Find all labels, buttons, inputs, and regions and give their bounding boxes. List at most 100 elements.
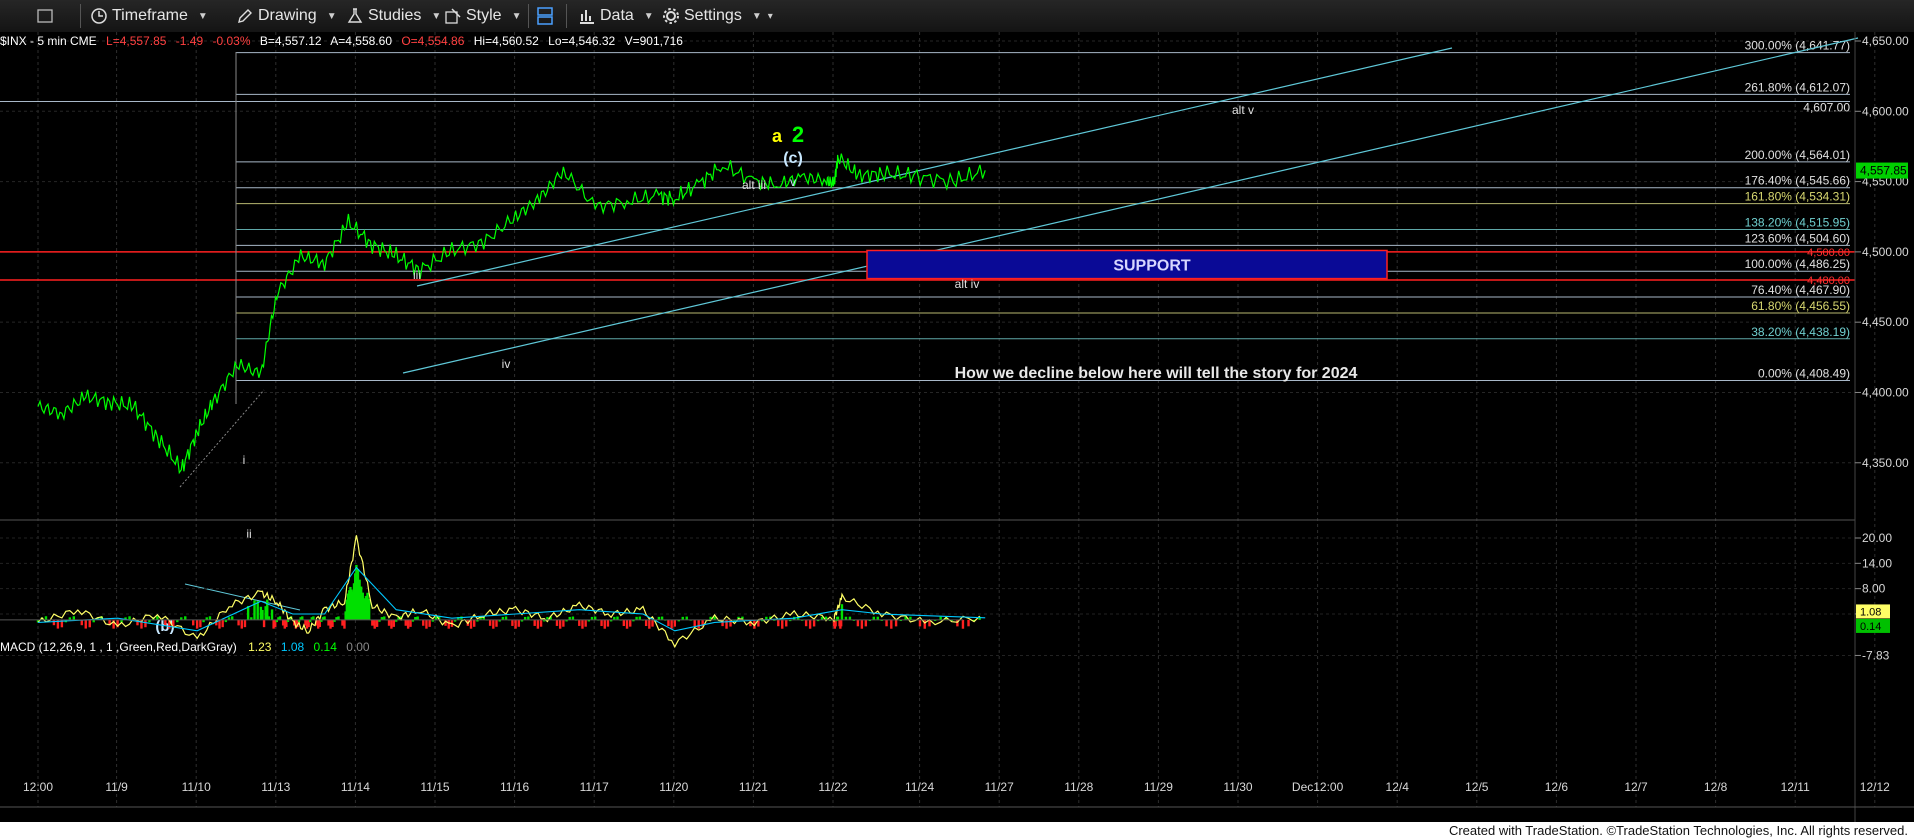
time-axis[interactable]: 12:00 11/9 11/10 11/13 11/14 11/15 11/16 11/17 1… bbox=[23, 780, 1890, 794]
channel-lower-line bbox=[402, 37, 1859, 374]
fib-level-label: 200.00% (4,564.01) bbox=[1745, 148, 1850, 162]
volume-label: V=901,716 bbox=[625, 34, 684, 48]
bid-label: B=4,557.12 bbox=[260, 34, 322, 48]
wave-label: a bbox=[772, 126, 783, 146]
style-label: Style bbox=[466, 7, 502, 24]
macd-pane bbox=[0, 535, 1855, 656]
hist-last-marker-label: 0.14 bbox=[1860, 621, 1881, 633]
x-tick-label: 12/12 bbox=[1860, 780, 1890, 794]
support-label: SUPPORT bbox=[1113, 258, 1191, 275]
y-tick-label: 4,350.00 bbox=[1862, 456, 1909, 470]
red-level-label: 4,480.00 bbox=[1807, 275, 1850, 287]
x-tick-label: 12/6 bbox=[1545, 780, 1569, 794]
y-tick-label: 4,600.00 bbox=[1862, 104, 1909, 118]
toolbar: Timeframe ▼ Drawing ▼ Studies ▼ Style ▼ Data… bbox=[0, 0, 1914, 33]
wave-dotted-line bbox=[179, 389, 265, 488]
y-tick-label: 4,500.00 bbox=[1862, 245, 1909, 259]
timeframe-label: Timeframe bbox=[112, 7, 188, 24]
settings-label: Settings bbox=[684, 7, 742, 24]
settings-menu[interactable]: Settings ▼ ▾ bbox=[662, 4, 773, 28]
layout-icon-glyph bbox=[537, 7, 553, 25]
layout-icon[interactable] bbox=[536, 4, 554, 28]
x-tick-label: 11/22 bbox=[818, 780, 847, 794]
macd-title: MACD (12,26,9, 1 , 1 ,Green,Red,DarkGray… bbox=[0, 640, 237, 654]
style-icon bbox=[444, 7, 462, 25]
x-tick-label: 11/30 bbox=[1223, 780, 1252, 794]
hist-value: 0.14 bbox=[314, 640, 338, 654]
chart-background bbox=[0, 32, 1914, 822]
x-tick-label: 11/13 bbox=[261, 780, 290, 794]
macd-last-marker-label: 1.08 bbox=[1860, 606, 1881, 618]
fib-level-label: 300.00% (4,641.77) bbox=[1745, 39, 1850, 53]
wave-label: iii bbox=[413, 268, 421, 282]
channel-upper-line bbox=[416, 47, 1453, 287]
last-price-label: L=4,557.85 bbox=[106, 34, 167, 48]
x-tick-label: 11/9 bbox=[105, 780, 128, 794]
x-tick-label: 11/10 bbox=[182, 780, 211, 794]
timeframe-menu[interactable]: Timeframe ▼ bbox=[90, 4, 208, 28]
x-tick-label: 12:00 bbox=[23, 780, 53, 794]
x-tick-label: 12/8 bbox=[1704, 780, 1728, 794]
fib-level-label: 100.00% (4,486.25) bbox=[1745, 257, 1850, 271]
x-tick-label: 11/15 bbox=[420, 780, 449, 794]
fib-level-label: 138.20% (4,515.95) bbox=[1745, 215, 1850, 229]
wave-label: iv bbox=[502, 357, 511, 371]
support-zone[interactable] bbox=[866, 249, 1388, 280]
y-tick-label: 4,400.00 bbox=[1862, 385, 1909, 399]
wave-label: i bbox=[243, 453, 246, 467]
pct-change-label: -0.03% bbox=[212, 34, 250, 48]
fib-level-label: 38.20% (4,438.19) bbox=[1751, 325, 1850, 339]
open-label: O=4,554.86 bbox=[401, 34, 464, 48]
macd-header: MACD (12,26,9, 1 , 1 ,Green,Red,DarkGray… bbox=[0, 640, 370, 654]
macd-y-tick-label: -7.83 bbox=[1862, 648, 1890, 662]
fib-level-label: 123.60% (4,504.60) bbox=[1745, 231, 1850, 245]
fib-level-label: 161.80% (4,534.31) bbox=[1745, 190, 1850, 204]
x-tick-label: 12/7 bbox=[1624, 780, 1648, 794]
gear-icon bbox=[662, 7, 680, 25]
x-tick-label: 11/24 bbox=[905, 780, 934, 794]
high-label: Hi=4,560.52 bbox=[474, 34, 539, 48]
macd-value: 1.23 bbox=[248, 640, 272, 654]
price-line bbox=[37, 153, 986, 475]
x-tick-label: 11/17 bbox=[580, 780, 609, 794]
style-menu[interactable]: Style ▼ bbox=[444, 4, 521, 28]
window-icon[interactable] bbox=[36, 4, 54, 28]
wave-label: (c) bbox=[783, 150, 803, 167]
drawing-label: Drawing bbox=[258, 7, 317, 24]
x-tick-label: 12/5 bbox=[1465, 780, 1489, 794]
fib-level-label: 61.80% (4,456.55) bbox=[1751, 299, 1850, 313]
price-axis[interactable]: 4,650.004,600.004,550.004,500.004,450.00… bbox=[1855, 34, 1909, 662]
window-icon-glyph bbox=[37, 9, 53, 23]
data-menu[interactable]: Data ▼ bbox=[578, 4, 654, 28]
pencil-icon bbox=[236, 7, 254, 25]
price-chart[interactable]: 300.00% (4,641.77) 261.80% (4,612.07) 4,60… bbox=[0, 32, 1914, 822]
story-annotation: How we decline below here will tell the … bbox=[955, 365, 1358, 382]
macd-last-marker bbox=[1856, 604, 1890, 619]
x-tick-label: 11/21 bbox=[739, 780, 768, 794]
copyright-text: Created with TradeStation. ©TradeStation… bbox=[1448, 823, 1908, 838]
zero-value: 0.00 bbox=[346, 640, 370, 654]
wave-label: v bbox=[790, 175, 796, 189]
wave-label: alt iv bbox=[955, 277, 980, 291]
footer: Created with TradeStation. ©TradeStation… bbox=[0, 822, 1914, 840]
macd-y-tick-label: 8.00 bbox=[1862, 582, 1886, 596]
fib-level-label: 261.80% (4,612.07) bbox=[1745, 80, 1850, 94]
x-tick-label: 12/4 bbox=[1386, 780, 1410, 794]
x-tick-label: 11/27 bbox=[985, 780, 1014, 794]
drawing-menu[interactable]: Drawing ▼ bbox=[236, 4, 337, 28]
y-tick-label: 4,450.00 bbox=[1862, 315, 1909, 329]
fib-level-label: 76.40% (4,467.90) bbox=[1751, 283, 1850, 297]
wave-label: ii bbox=[246, 527, 251, 541]
low-label: Lo=4,546.32 bbox=[548, 34, 615, 48]
x-tick-label: 11/16 bbox=[500, 780, 529, 794]
hist-last-marker bbox=[1856, 618, 1890, 633]
x-tick-label: 12/11 bbox=[1781, 780, 1810, 794]
fib-level-label: 176.40% (4,545.66) bbox=[1745, 174, 1850, 188]
last-price-marker-label: 4,557.85 bbox=[1860, 164, 1907, 178]
symbol-label: $INX - 5 min CME bbox=[0, 34, 97, 48]
signal-line bbox=[37, 566, 986, 632]
studies-menu[interactable]: Studies ▼ bbox=[346, 4, 441, 28]
signal-value: 1.08 bbox=[281, 640, 305, 654]
bar-chart-icon bbox=[578, 7, 596, 25]
